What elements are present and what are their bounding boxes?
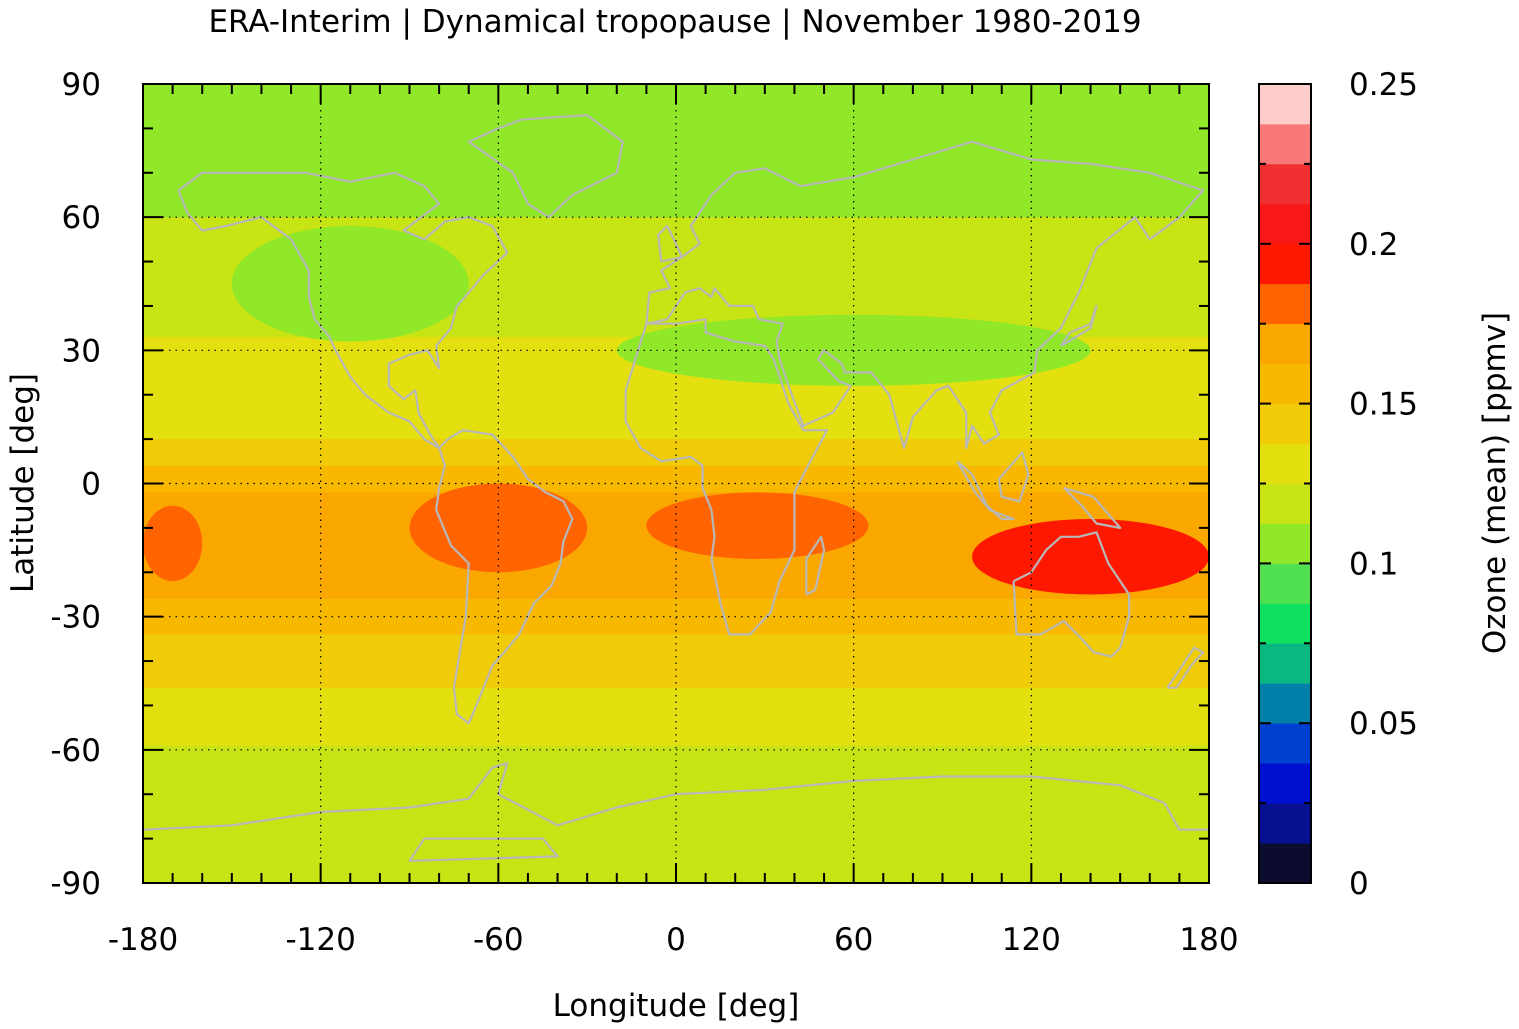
x-tick-label: 180 [1179,922,1238,958]
zonal-band-4 [143,385,1209,440]
coastline-12 [805,535,826,596]
x-tick-label: 0 [666,922,686,958]
colorbar-segment [1259,163,1311,205]
colorbar-segment [1259,603,1311,644]
colorbar-segment [1259,84,1311,125]
colorbar-segment [1259,403,1311,444]
coastline-1 [435,429,574,725]
coastline-7 [143,762,1209,831]
colorbar-segment [1259,843,1311,884]
x-tick-label: -60 [473,922,524,958]
coastline-11 [1059,304,1098,347]
colorbar-segment [1259,123,1311,165]
colorbar-segment [1259,643,1311,684]
colorbar-tick-label: 0.2 [1349,227,1398,263]
region-1 [616,314,1091,386]
colorbar-tick-label: 0.05 [1349,706,1418,742]
coastline-6 [467,114,624,219]
x-axis-label: Longitude [deg] [553,988,800,1024]
y-tick-label: 30 [62,333,101,369]
coastline-13 [657,224,683,263]
region-4 [646,492,869,559]
coastline-4 [1012,531,1131,658]
x-tick-label: 120 [1002,922,1061,958]
zonal-band-6 [143,465,1209,493]
colorbar-tick-label: 0.25 [1349,67,1418,103]
x-tick-label: -120 [285,922,355,958]
colorbar-segment [1259,443,1311,484]
colorbar-segment [1259,283,1311,325]
y-tick-label: -90 [50,866,101,902]
colorbar-tick-label: 0 [1349,866,1369,902]
y-tick-label: 0 [81,467,101,503]
y-tick-label: -30 [50,600,101,636]
colorbar-tick-label: 0.1 [1349,546,1398,582]
colorbar [1259,83,1311,884]
colorbar-segment [1259,203,1311,245]
colorbar-segment [1259,803,1311,844]
zonal-band-11 [143,745,1209,883]
colorbar-segment [1259,723,1311,764]
colorbar-segment [1259,683,1311,724]
zonal-band-9 [143,634,1209,689]
region-0 [231,226,469,342]
colorbar-segment [1259,763,1311,804]
y-tick-label: -60 [50,733,101,769]
colorbar-label: Ozone (mean) [ppmv] [1477,312,1513,654]
colorbar-segment [1259,483,1311,524]
colorbar-frame [1258,83,1312,884]
axis-ticks [142,83,1210,884]
y-tick-label: 60 [62,200,101,236]
coastline-10 [1063,486,1122,529]
colorbar-segment [1259,523,1311,564]
grid-lines [143,84,1209,883]
colorbar-tick-label: 0.15 [1349,387,1418,423]
x-tick-labels: -180 -120 -60 0 60 120 180 [108,922,1239,958]
y-axis-label: Latitude [deg] [5,373,41,593]
region-2 [143,505,203,582]
chart-title: ERA-Interim | Dynamical tropopause | Nov… [208,4,1142,40]
colorbar-tick-labels: 0 0.05 0.1 0.15 0.2 0.25 [1349,67,1418,902]
coastline-8 [956,460,1015,521]
coastline-9 [997,451,1030,503]
coastline-14 [408,837,559,862]
coastline-2 [624,318,829,636]
colorbar-segment [1259,563,1311,604]
zonal-band-10 [143,687,1209,746]
colorbar-segment [1259,323,1311,365]
colorbar-segment [1259,363,1311,404]
x-tick-label: -180 [108,922,178,958]
coastline-3 [645,140,1205,450]
colorbar-segment [1259,243,1311,285]
coastline-0 [177,171,509,450]
region-5 [972,519,1209,595]
coastlines [143,114,1209,862]
y-tick-labels: -90 -60 -30 0 30 60 90 [50,67,101,902]
coastline-5 [1166,646,1205,689]
y-tick-label: 90 [62,67,101,103]
x-tick-label: 60 [834,922,873,958]
